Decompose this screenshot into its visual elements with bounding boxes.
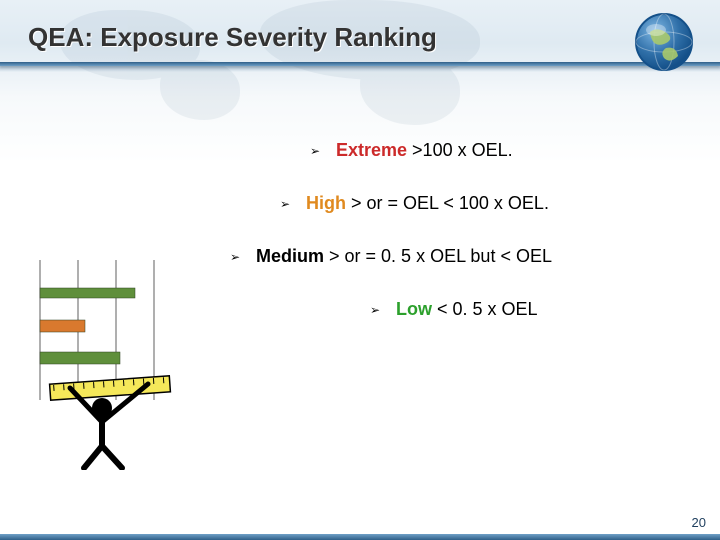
- bullet-rest: >100 x OEL.: [407, 140, 513, 160]
- slide: QEA: Exposure Severity Ranking ➢ Extreme …: [0, 0, 720, 540]
- bullet-text: High > or = OEL < 100 x OEL.: [306, 193, 690, 214]
- footer-bar: [0, 534, 720, 540]
- bullet-keyword: Medium: [256, 246, 324, 266]
- title-underline: [0, 62, 720, 66]
- content-area: ➢ Extreme >100 x OEL. ➢ High > or = OEL < 1…: [0, 90, 720, 500]
- bullet-glyph: ➢: [280, 197, 294, 211]
- bullet-glyph: ➢: [370, 303, 384, 317]
- bullet-line: ➢ Low < 0. 5 x OEL: [200, 299, 690, 320]
- bullet-line: ➢ Medium > or = 0. 5 x OEL but < OEL: [200, 246, 690, 267]
- bullet-glyph: ➢: [310, 144, 324, 158]
- bullet-line: ➢ High > or = OEL < 100 x OEL.: [200, 193, 690, 214]
- globe-logo: [632, 10, 696, 74]
- bullet-glyph: ➢: [230, 250, 244, 264]
- bullet-line: ➢ Extreme >100 x OEL.: [200, 140, 690, 161]
- bullet-text: Low < 0. 5 x OEL: [396, 299, 690, 320]
- bullet-keyword: Low: [396, 299, 432, 319]
- clipart-figure: [30, 260, 200, 470]
- bullet-keyword: Extreme: [336, 140, 407, 160]
- page-title: QEA: Exposure Severity Ranking: [28, 22, 437, 53]
- bullet-text: Extreme >100 x OEL.: [336, 140, 690, 161]
- page-number: 20: [692, 515, 706, 530]
- bullet-rest: > or = OEL < 100 x OEL.: [346, 193, 549, 213]
- bullet-rest: < 0. 5 x OEL: [432, 299, 538, 319]
- bullet-keyword: High: [306, 193, 346, 213]
- bullet-rest: > or = 0. 5 x OEL but < OEL: [324, 246, 552, 266]
- bullet-text: Medium > or = 0. 5 x OEL but < OEL: [256, 246, 690, 267]
- bullet-list: ➢ Extreme >100 x OEL. ➢ High > or = OEL < 1…: [200, 140, 690, 352]
